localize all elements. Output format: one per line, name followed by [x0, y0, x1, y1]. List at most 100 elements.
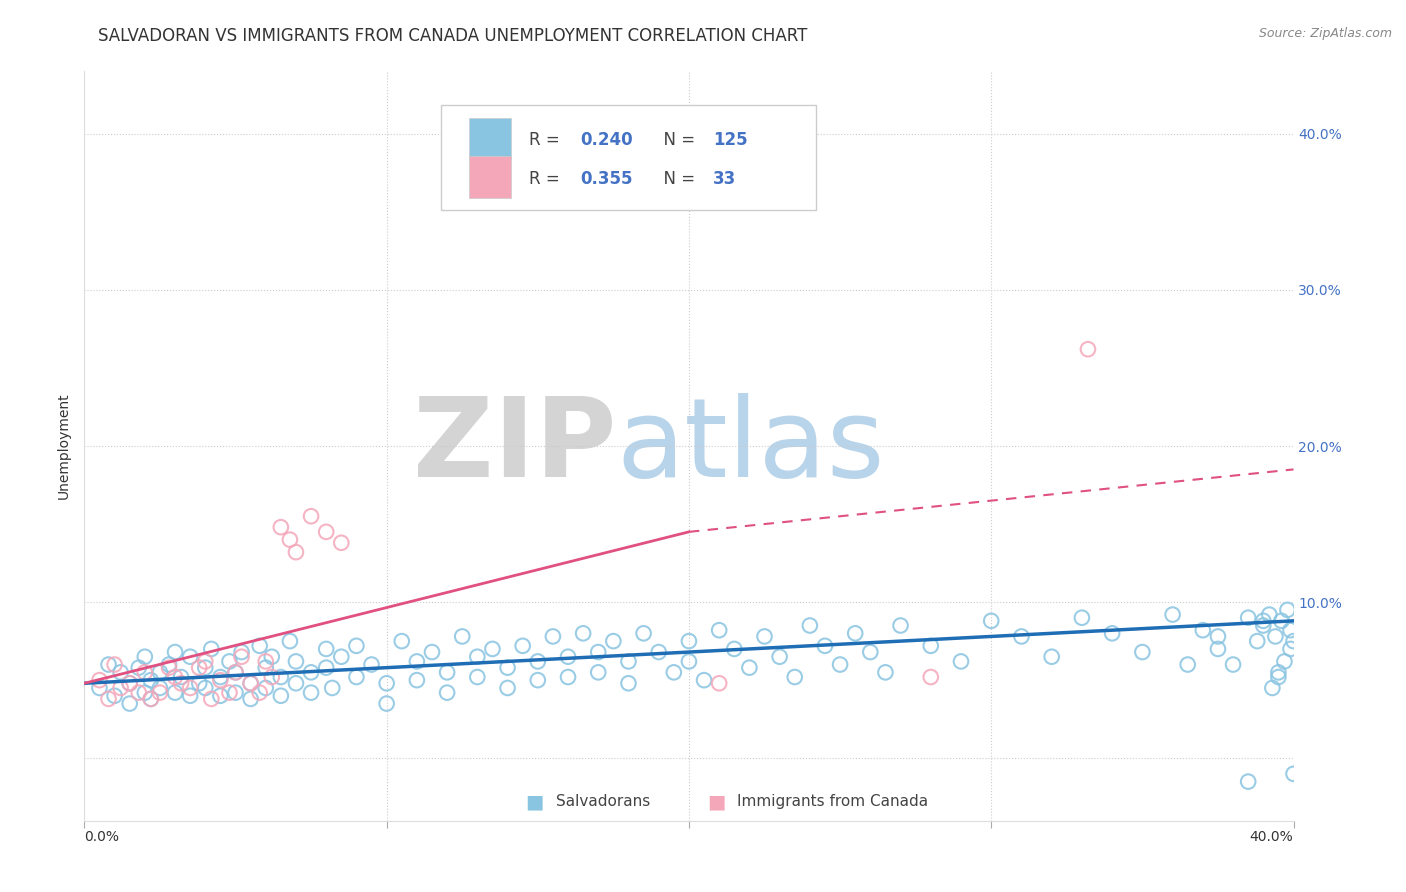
Point	[170, 676, 193, 690]
Point	[209, 670, 232, 684]
Point	[512, 639, 534, 653]
Point	[1130, 645, 1153, 659]
Point	[375, 697, 398, 711]
Point	[285, 545, 308, 559]
Text: 0.240: 0.240	[581, 131, 633, 149]
Point	[118, 676, 141, 690]
Point	[920, 670, 942, 684]
Point	[225, 665, 247, 680]
Point	[527, 673, 550, 687]
Point	[496, 660, 519, 674]
Point	[950, 655, 973, 669]
Point	[1192, 623, 1215, 637]
Point	[1279, 642, 1302, 657]
Point	[617, 655, 640, 669]
Point	[496, 681, 519, 695]
Point	[799, 618, 821, 632]
Point	[678, 634, 700, 648]
Point	[723, 642, 745, 657]
Point	[110, 665, 132, 680]
Text: 33: 33	[713, 170, 737, 188]
Point	[128, 686, 150, 700]
Text: 0.355: 0.355	[581, 170, 633, 188]
Point	[875, 665, 897, 680]
Point	[481, 642, 503, 657]
Point	[709, 623, 731, 637]
Point	[1279, 623, 1302, 637]
Point	[254, 681, 277, 695]
Point	[617, 676, 640, 690]
Point	[239, 676, 262, 690]
Point	[1222, 657, 1244, 672]
Point	[200, 642, 222, 657]
Point	[391, 634, 413, 648]
Point	[1267, 670, 1289, 684]
Point	[157, 660, 180, 674]
Text: ■: ■	[526, 792, 544, 812]
Point	[709, 676, 731, 690]
Point	[693, 673, 716, 687]
Point	[648, 645, 671, 659]
Text: Salvadorans: Salvadorans	[555, 795, 650, 809]
Point	[139, 673, 162, 687]
Point	[299, 686, 322, 700]
Point	[165, 686, 187, 700]
Point	[299, 665, 322, 680]
Point	[783, 670, 806, 684]
Point	[165, 645, 187, 659]
Point	[200, 692, 222, 706]
Text: Immigrants from Canada: Immigrants from Canada	[737, 795, 928, 809]
Point	[1161, 607, 1184, 622]
Text: Source: ZipAtlas.com: Source: ZipAtlas.com	[1258, 27, 1392, 40]
Point	[541, 630, 564, 644]
Point	[602, 634, 624, 648]
Point	[270, 520, 292, 534]
Point	[346, 670, 368, 684]
Point	[420, 645, 443, 659]
Point	[467, 649, 489, 664]
Point	[315, 524, 337, 539]
Point	[330, 535, 353, 549]
Point	[149, 665, 172, 680]
Point	[194, 655, 217, 669]
Text: 125: 125	[713, 131, 748, 149]
Point	[406, 673, 429, 687]
Text: SALVADORAN VS IMMIGRANTS FROM CANADA UNEMPLOYMENT CORRELATION CHART: SALVADORAN VS IMMIGRANTS FROM CANADA UNE…	[98, 27, 808, 45]
Point	[239, 692, 262, 706]
Point	[104, 689, 127, 703]
Point	[1246, 634, 1268, 648]
Point	[588, 665, 610, 680]
Point	[249, 639, 271, 653]
Point	[315, 642, 337, 657]
Point	[260, 670, 283, 684]
Point	[118, 676, 141, 690]
Point	[1282, 767, 1305, 781]
Point	[330, 649, 353, 664]
Point	[194, 681, 217, 695]
Point	[1237, 611, 1260, 625]
Point	[110, 681, 132, 695]
Point	[1077, 342, 1099, 356]
Point	[299, 509, 322, 524]
Point	[128, 660, 150, 674]
Point	[1277, 603, 1299, 617]
Point	[844, 626, 866, 640]
Point	[139, 692, 162, 706]
Point	[814, 639, 837, 653]
Point	[218, 686, 240, 700]
Point	[754, 630, 776, 644]
Point	[830, 657, 852, 672]
Point	[285, 676, 308, 690]
Point	[375, 676, 398, 690]
Point	[662, 665, 685, 680]
Point	[89, 681, 111, 695]
Point	[1253, 618, 1275, 632]
Point	[1253, 614, 1275, 628]
Point	[1274, 655, 1296, 669]
Point	[254, 660, 277, 674]
Point	[1011, 630, 1033, 644]
Point	[859, 645, 882, 659]
Point	[1264, 630, 1286, 644]
Point	[557, 670, 579, 684]
Point	[97, 692, 120, 706]
